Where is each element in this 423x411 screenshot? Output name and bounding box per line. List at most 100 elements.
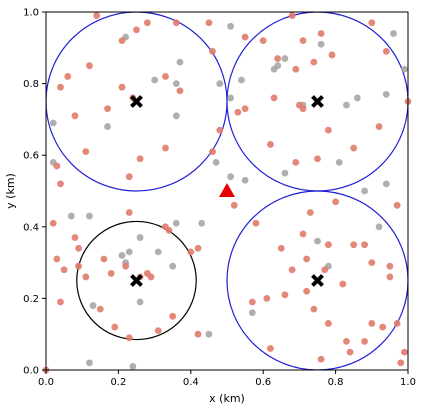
red-point-41 [209,148,216,156]
red-point-56 [49,219,57,227]
red-point-20 [274,55,282,62]
red-point-55 [165,226,173,234]
gray-point-5 [227,22,235,30]
y-axis-label: y (km) [4,173,17,209]
gray-point-33 [314,237,321,245]
red-point-42 [57,180,64,188]
red-point-6 [299,37,307,45]
gray-point-45 [129,363,137,370]
red-point-33 [299,105,307,113]
gray-point-36 [118,252,126,259]
red-point-104 [169,312,177,320]
red-point-92 [379,323,387,331]
red-point-100 [96,305,104,313]
red-point-8 [368,19,376,27]
gray-point-23 [227,173,235,181]
red-point-18 [176,87,184,95]
red-points [42,12,412,374]
gray-point-20 [104,123,111,130]
red-point-45 [267,141,274,148]
gray-point-40 [89,302,97,309]
red-point-67 [147,273,155,281]
red-point-78 [303,255,311,263]
red-point-29 [234,108,242,116]
red-point-74 [361,241,368,249]
y-tick-label: 0.0 [23,366,39,377]
red-point-21 [292,65,300,73]
gray-point-2 [151,76,159,84]
red-point-4 [205,19,213,27]
red-point-76 [386,262,394,270]
gray-point-6 [238,76,245,84]
gray-point-44 [86,359,93,367]
red-point-30 [241,105,249,113]
gray-point-8 [281,55,289,62]
red-point-75 [368,259,376,266]
x-axis-ticks: 0.0 0.2 0.4 0.6 0.8 1.0 [38,370,416,388]
y-tick-label: 0.6 [23,151,39,162]
red-point-87 [324,320,332,327]
gray-point-39 [169,262,177,270]
red-point-96 [267,345,274,352]
gray-point-30 [136,234,144,241]
red-point-13 [57,83,64,91]
red-point-12 [259,37,267,45]
y-tick-label: 0.2 [23,294,39,305]
red-point-16 [118,83,126,91]
red-point-11 [241,33,249,41]
red-point-14 [64,73,72,80]
red-point-79 [263,295,271,302]
red-point-98 [57,298,64,306]
red-point-71 [299,230,307,238]
red-point-31 [270,94,278,102]
red-point-105 [194,330,202,338]
red-point-69 [194,244,202,252]
gray-point-13 [353,94,361,102]
red-point-77 [288,266,296,274]
red-point-10 [172,19,180,27]
x-tick-label: 0.8 [328,377,344,388]
gray-point-27 [382,180,390,188]
gray-point-41 [136,298,144,306]
red-point-60 [60,266,68,274]
red-point-70 [277,244,285,252]
red-point-80 [248,298,256,306]
y-axis-ticks: 0.0 0.2 0.4 0.6 0.8 1.0 [23,8,46,377]
red-point-62 [100,255,108,263]
red-point-2 [118,37,126,45]
gray-point-17 [216,80,224,87]
red-point-95 [397,359,405,367]
red-point-40 [162,144,169,152]
gray-point-22 [212,158,220,166]
gray-point-31 [172,219,180,227]
red-point-58 [53,255,61,263]
gray-point-9 [317,40,325,48]
red-point-99 [82,273,90,281]
x-tick-label: 0.6 [255,377,271,388]
red-point-83 [321,266,329,274]
gray-point-29 [86,212,93,220]
red-point-34 [324,126,332,134]
red-point-102 [125,334,133,342]
red-point-36 [375,123,383,130]
red-point-93 [393,320,401,327]
red-point-9 [133,26,140,34]
red-point-3 [143,19,151,27]
gray-point-18 [227,94,235,102]
red-point-5 [288,12,296,19]
red-point-57 [71,234,79,241]
gray-point-38 [154,248,162,256]
center-x-marker-2 [311,95,324,108]
red-point-50 [393,201,401,209]
red-point-19 [209,47,216,55]
gray-point-47 [361,187,368,195]
red-point-22 [310,58,318,66]
red-point-7 [317,30,325,37]
x-tick-label: 0.4 [183,377,199,388]
red-point-64 [122,262,130,270]
y-tick-label: 0.8 [23,79,39,90]
red-point-44 [125,173,133,181]
red-point-48 [230,201,238,209]
red-point-43 [53,162,61,170]
gray-point-12 [343,101,350,109]
